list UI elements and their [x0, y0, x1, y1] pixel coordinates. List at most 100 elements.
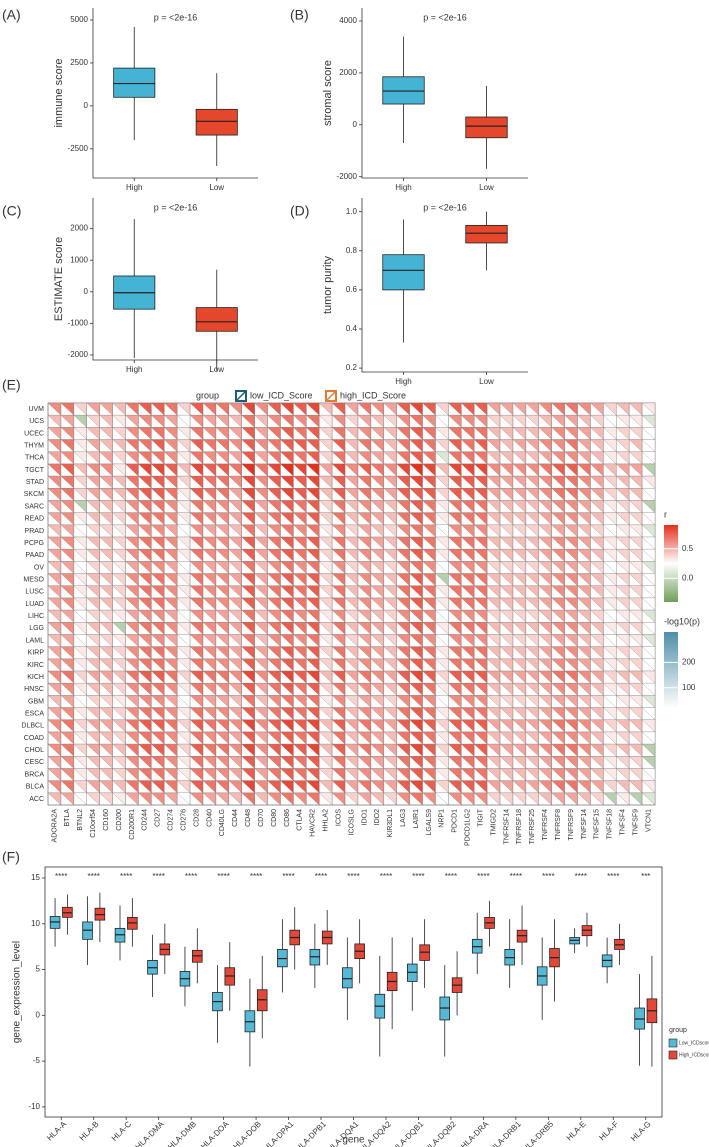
colorbar-tick-label: 100	[682, 683, 696, 692]
panel-title: p = <2e-16	[154, 12, 198, 22]
column-label: NRP1	[439, 809, 446, 828]
x-tick-label: HLA-DRB5	[521, 1119, 556, 1147]
x-tick-label: HLA-E	[565, 1120, 588, 1143]
row-label: PCPG	[24, 540, 44, 547]
heat-cell	[641, 585, 656, 599]
column-label: ICOSLG	[348, 809, 355, 835]
y-tick-label: 0.6	[346, 285, 358, 294]
significance: ****	[315, 872, 327, 881]
box	[382, 76, 425, 105]
x-tick-label: HLA-DQB2	[423, 1119, 458, 1147]
x-tick-label: Low	[209, 365, 224, 374]
row-label: HNSC	[24, 686, 44, 693]
x-tick-label: HLA-DRA	[459, 1119, 491, 1147]
row-label: LUAD	[25, 601, 44, 608]
column-label: CD40	[206, 809, 213, 827]
y-tick-label: 1.0	[346, 207, 358, 216]
cell-lower	[331, 792, 346, 806]
significance: ****	[510, 872, 522, 881]
column-label: TMIGD2	[490, 809, 497, 836]
cell-lower	[151, 792, 165, 806]
axis	[92, 198, 258, 361]
heat-cell	[641, 780, 656, 794]
cell-lower	[461, 792, 475, 806]
significance: ****	[607, 872, 619, 881]
cell-lower	[176, 792, 191, 806]
row-label: THCA	[25, 455, 44, 462]
row-label: PRAD	[25, 528, 44, 535]
heat-cell	[641, 463, 656, 477]
heat-cell	[641, 573, 656, 587]
column-label: IDO2	[374, 809, 381, 825]
y-tick-label: -1000	[68, 318, 89, 327]
y-tick-label: 0	[353, 120, 358, 129]
heat-cell	[641, 524, 656, 538]
row-label: BLCA	[26, 784, 45, 791]
x-tick-label: HLA-C	[110, 1119, 133, 1142]
column-label: IDO1	[361, 809, 368, 825]
row-label: PAAD	[25, 552, 44, 559]
row-label: GBM	[28, 698, 44, 705]
row-label: UVM	[28, 406, 44, 413]
row-label: ESCA	[25, 710, 44, 717]
row-label: MESO	[23, 576, 44, 583]
y-axis-label: immune score	[53, 58, 65, 127]
x-tick-label: Low	[479, 377, 494, 386]
legend-swatch-diag	[325, 390, 337, 402]
y-tick-label: 0.4	[346, 324, 358, 333]
heat-cell	[641, 792, 656, 806]
box	[382, 254, 425, 291]
y-tick-label: 0	[84, 101, 89, 110]
row-label: COAD	[24, 735, 44, 742]
significance: ****	[412, 872, 424, 881]
column-label: KIR3DL1	[387, 809, 394, 838]
cell-lower	[267, 792, 281, 806]
cell-lower	[435, 792, 449, 806]
row-label: OV	[34, 564, 44, 571]
panel-label: (A)	[2, 7, 21, 23]
row-label: UCS	[29, 418, 44, 425]
x-tick-label: HLA-DQB1	[391, 1119, 426, 1147]
y-tick-label: -10	[28, 1102, 40, 1111]
row-label: KIRP	[28, 650, 45, 657]
row-label: TGCT	[25, 467, 45, 474]
column-label: CD28	[193, 809, 200, 827]
significance: ****	[282, 872, 294, 881]
y-tick-label: -2500	[68, 144, 89, 153]
cell-lower	[629, 792, 643, 806]
x-tick-label: HLA-DMB	[166, 1120, 198, 1147]
significance: ****	[250, 872, 262, 881]
column-label: TNFSF14	[581, 809, 588, 839]
significance: ****	[152, 872, 164, 881]
colorbar-tick-label: 0.0	[682, 573, 694, 582]
column-label: LAIR1	[413, 809, 420, 829]
column-label: HAVCR2	[310, 809, 317, 837]
column-label: CD86	[284, 809, 291, 827]
row-label: DLBCL	[21, 723, 44, 730]
panel-title: p = <2e-16	[154, 202, 198, 212]
y-tick-label: -2000	[68, 350, 89, 359]
heat-cell	[641, 536, 656, 550]
plot-frame	[44, 866, 663, 1118]
heat-cell	[641, 561, 656, 574]
x-tick-label: HLA-DOB	[231, 1120, 263, 1147]
column-label: HHLA2	[323, 809, 330, 832]
row-label: KICH	[27, 674, 44, 681]
column-label: CD274	[168, 809, 175, 831]
column-label: BTLA	[64, 809, 71, 827]
significance: ****	[55, 872, 67, 881]
significance: ****	[347, 872, 359, 881]
cell-lower	[138, 792, 152, 806]
significance: ****	[380, 872, 392, 881]
box	[465, 116, 508, 139]
x-tick-label: HLA-DPB1	[294, 1119, 328, 1147]
x-tick-label: HLA-DQA2	[358, 1119, 393, 1147]
cell-lower	[202, 792, 216, 806]
significance: ****	[477, 872, 489, 881]
column-label: TNFRSF18	[516, 809, 523, 845]
y-axis-label: stromal score	[322, 60, 334, 126]
panel-title: p = <2e-16	[423, 12, 467, 22]
x-tick-label: HLA-B	[78, 1120, 101, 1143]
x-tick-label: HLA-DRB1	[488, 1119, 523, 1147]
axis	[92, 8, 258, 179]
